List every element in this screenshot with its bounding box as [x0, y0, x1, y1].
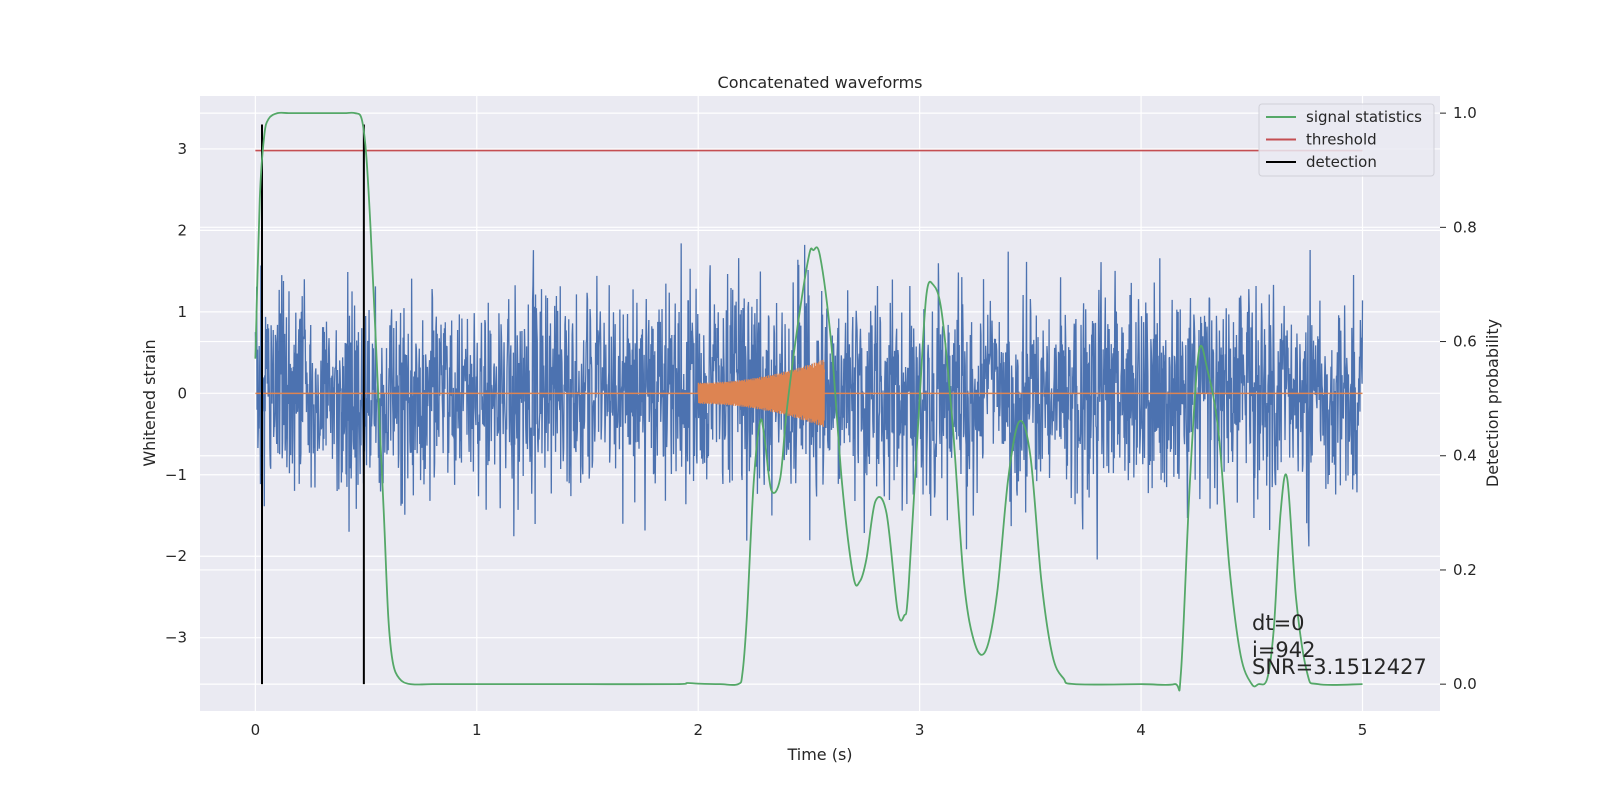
injection-series: [255, 359, 1363, 427]
y-tick-label: 2: [177, 221, 187, 239]
x-axis-title: Time (s): [786, 745, 852, 764]
x-tick-label: 4: [1136, 721, 1146, 739]
x-axis-ticks: 0 1 2 3 4 5: [251, 721, 1368, 739]
plot-area: [254, 111, 1364, 692]
strain-line: [254, 243, 1364, 560]
signal-statistics-series: [254, 111, 1363, 692]
x-tick-label: 2: [693, 721, 703, 739]
right-tick-label: 0.0: [1453, 675, 1477, 693]
y-tick-label: 1: [177, 303, 187, 321]
y-axis-title: Whitened strain: [140, 339, 159, 466]
right-tick-label: 0.2: [1453, 561, 1477, 579]
detection-series: [261, 124, 365, 685]
right-tick-label: 0.6: [1453, 333, 1477, 351]
injection-chirp: [697, 359, 826, 427]
x-tick-label: 5: [1358, 721, 1368, 739]
chart-title: Concatenated waveforms: [718, 73, 923, 92]
right-tick-label: 0.8: [1453, 218, 1477, 236]
x-tick-label: 0: [251, 721, 261, 739]
x-tick-label: 1: [472, 721, 482, 739]
y-tick-label: 3: [177, 140, 187, 158]
signal-statistics-line: [254, 111, 1363, 692]
y-tick-label: −3: [165, 629, 187, 647]
x-tick-label: 3: [915, 721, 925, 739]
annotation-dt: dt=0: [1252, 611, 1305, 635]
annotations: dt=0 i=942 SNR=3.1512427: [1252, 611, 1427, 679]
right-tick-label: 1.0: [1453, 104, 1477, 122]
right-axis-title: Detection probability: [1483, 319, 1502, 487]
legend: signal statistics threshold detection: [1258, 103, 1435, 177]
right-tick-label: 0.4: [1453, 447, 1477, 465]
y-axis-ticks: −3 −2 −1 0 1 2 3: [165, 140, 187, 647]
strain-series: [254, 243, 1364, 560]
legend-label: threshold: [1306, 131, 1377, 149]
right-axis-ticks: 0.0 0.2 0.4 0.6 0.8 1.0: [1440, 104, 1477, 693]
annotation-i: i=942: [1252, 638, 1316, 662]
legend-label: signal statistics: [1306, 108, 1422, 126]
legend-box: [1258, 103, 1435, 177]
y-tick-label: −2: [165, 547, 187, 565]
y-tick-label: 0: [177, 384, 187, 402]
y-tick-label: −1: [165, 466, 187, 484]
legend-label: detection: [1306, 153, 1377, 171]
annotation-snr: SNR=3.1512427: [1252, 655, 1427, 679]
